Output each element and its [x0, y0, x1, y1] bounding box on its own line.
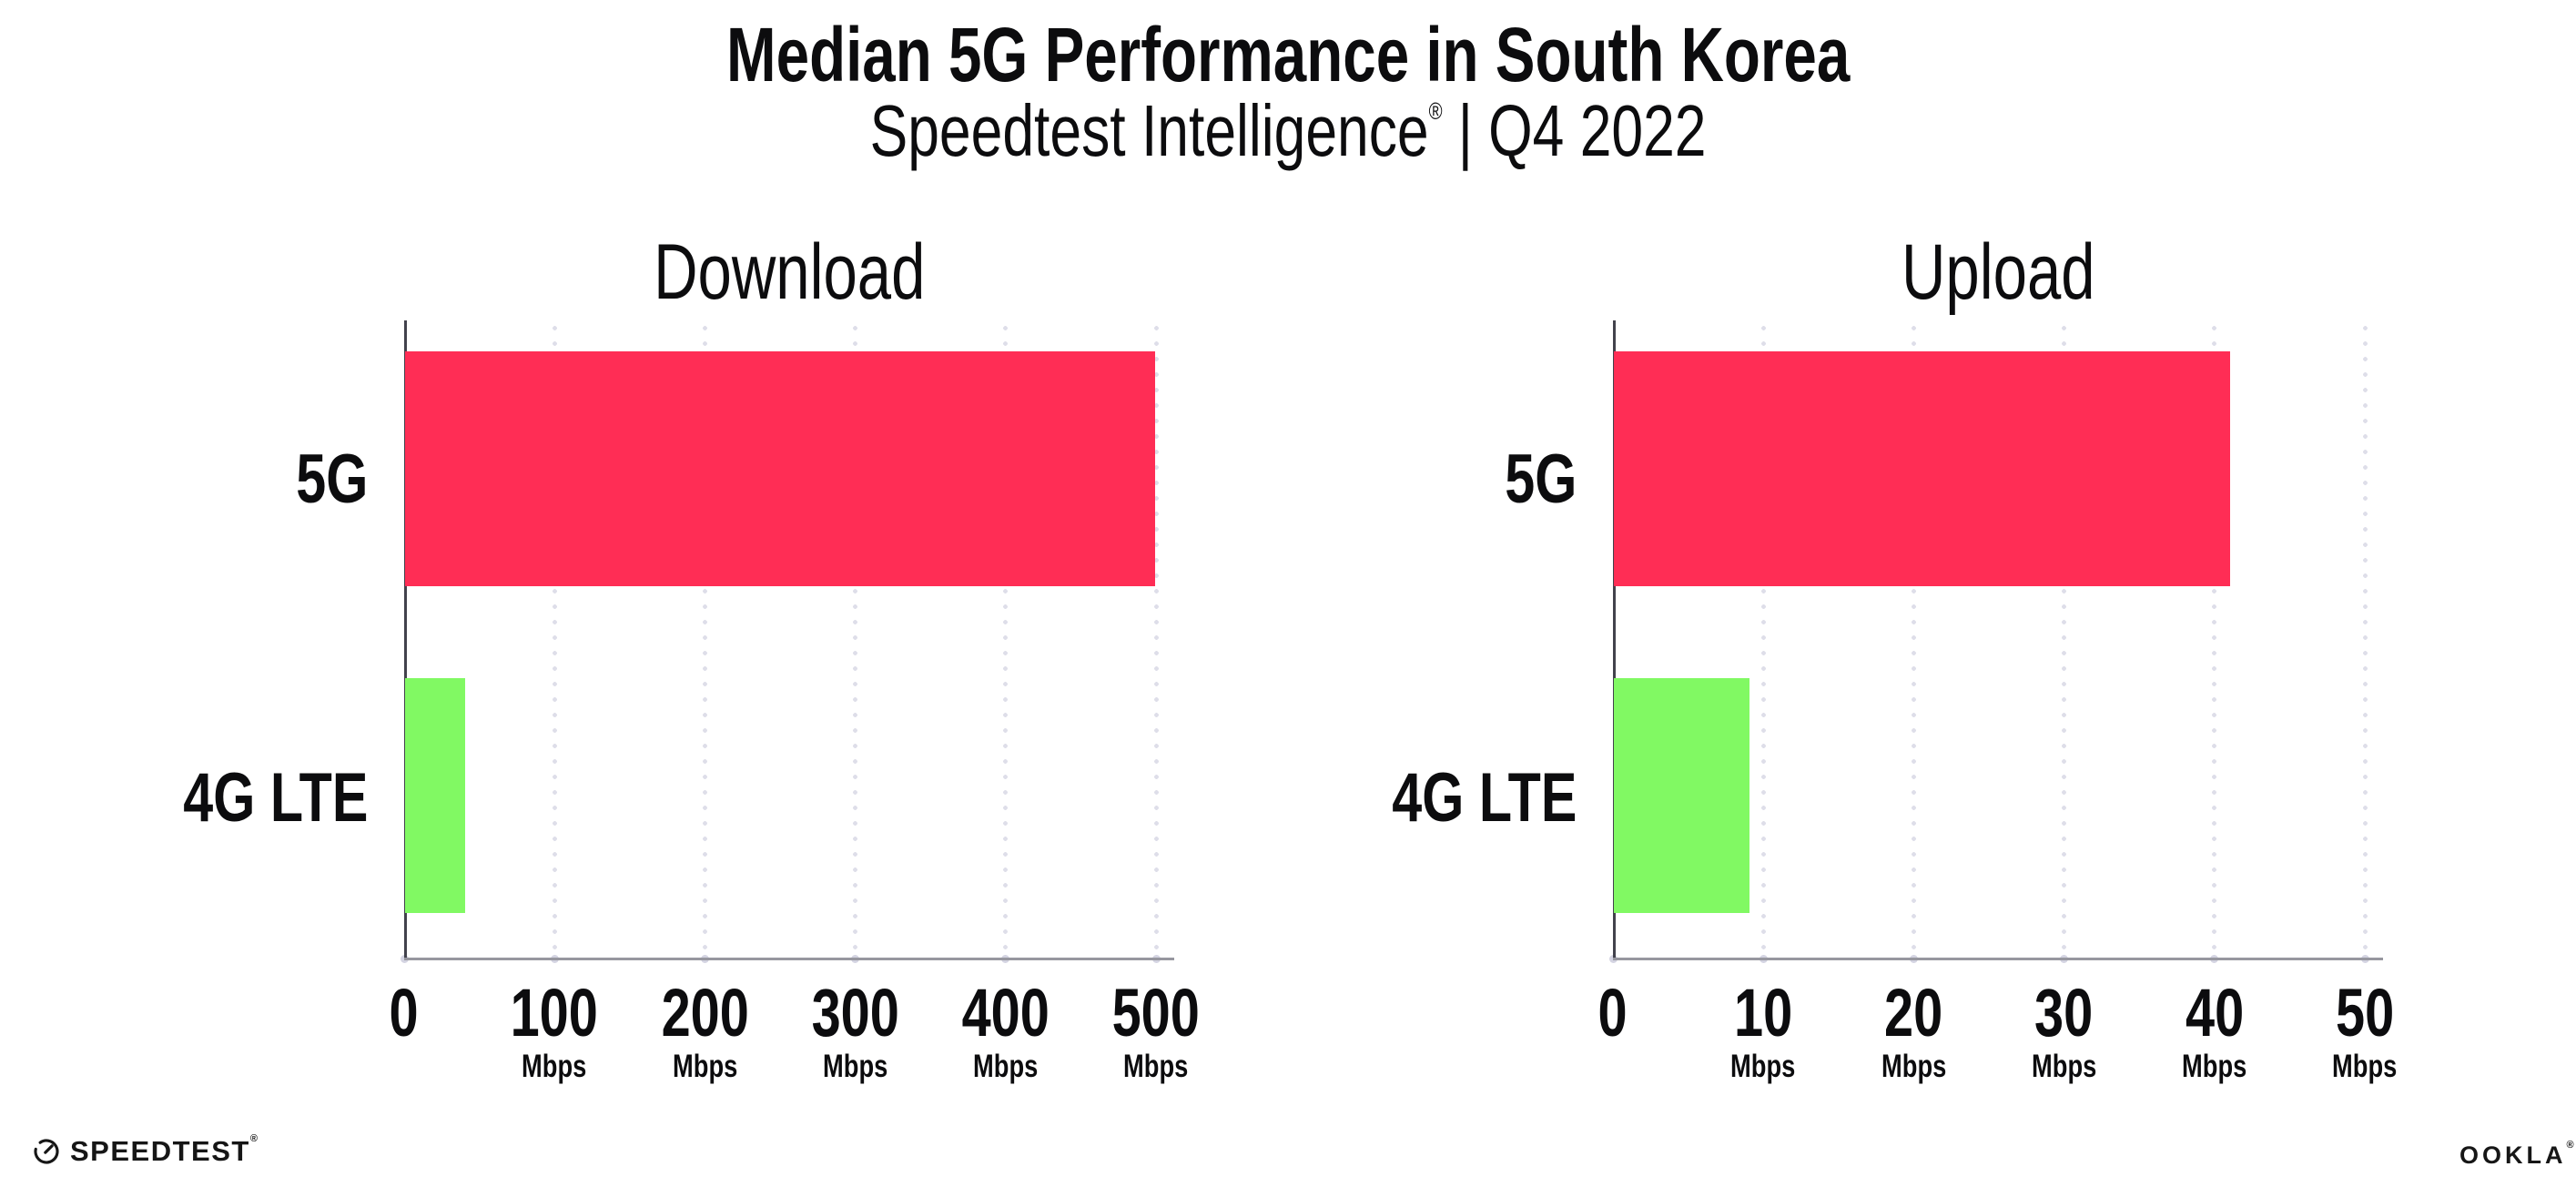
x-tick-unit-upload-30: Mbps	[1937, 1050, 2192, 1082]
x-tick-value: 100	[511, 975, 599, 1050]
x-tick-upload-0: 0	[1486, 979, 1740, 1047]
x-tick-download-500: 500	[1029, 979, 1283, 1047]
category-label-text: 5G	[295, 441, 368, 518]
gridline-download-400	[1003, 320, 1009, 958]
speedtest-logo: SPEEDTEST®	[33, 1133, 259, 1168]
category-label-upload-4g-lte: 4G LTE	[1194, 764, 1577, 833]
page-subtitle: Speedtest Intelligence® | Q4 2022	[870, 91, 1707, 171]
x-tick-value: 40	[2185, 975, 2244, 1050]
ookla-logo-text: OOKLA	[2459, 1141, 2567, 1169]
x-tick-download-200: 200	[577, 979, 832, 1047]
gridline-upload-20	[1911, 320, 1916, 958]
upload-chart-title-row: Upload	[1613, 228, 2383, 316]
x-tick-value: 0	[1597, 975, 1628, 1050]
x-tick-download-400: 400	[878, 979, 1133, 1047]
x-tick-unit-download-500: Mbps	[1029, 1050, 1283, 1082]
x-tick-download-300: 300	[728, 979, 983, 1047]
ookla-trademark: ®	[2566, 1140, 2576, 1151]
speedtest-gauge-icon	[33, 1138, 60, 1165]
subtitle-period: Q4 2022	[1488, 90, 1707, 171]
x-tick-value: 30	[2034, 975, 2094, 1050]
x-tick-value: 10	[1734, 975, 1793, 1050]
bar-upload-4g-lte	[1614, 678, 1749, 913]
x-tick-value: 50	[2335, 975, 2395, 1050]
x-tick-unit-text: Mbps	[1123, 1049, 1189, 1084]
x-tick-upload-20: 20	[1786, 979, 2041, 1047]
x-tick-upload-30: 30	[1937, 979, 2192, 1047]
x-tick-unit-upload-20: Mbps	[1786, 1050, 2041, 1082]
x-tick-unit-download-100: Mbps	[427, 1050, 682, 1082]
page-subtitle-row: Speedtest Intelligence® | Q4 2022	[0, 91, 2576, 171]
x-tick-download-0: 0	[277, 979, 532, 1047]
x-tick-value: 300	[811, 975, 899, 1050]
x-tick-upload-40: 40	[2087, 979, 2342, 1047]
x-tick-value: 400	[961, 975, 1050, 1050]
x-axis-upload	[1613, 958, 2383, 960]
speedtest-logo-text: SPEEDTEST®	[70, 1133, 259, 1167]
x-tick-unit-text: Mbps	[2182, 1049, 2247, 1084]
y-axis-download	[404, 320, 407, 958]
gridline-upload-30	[2062, 320, 2067, 958]
ookla-logo: OOKLA®	[2459, 1140, 2576, 1170]
bar-upload-5g	[1614, 351, 2231, 586]
speedtest-trademark: ®	[249, 1133, 259, 1144]
x-tick-unit-download-200: Mbps	[577, 1050, 832, 1082]
page-title: Median 5G Performance in South Korea	[725, 12, 1851, 97]
x-tick-unit-text: Mbps	[973, 1049, 1039, 1084]
x-tick-unit-text: Mbps	[2332, 1049, 2398, 1084]
x-tick-value: 500	[1111, 975, 1201, 1050]
registered-mark: ®	[1428, 97, 1443, 125]
x-tick-value: 0	[389, 975, 420, 1050]
gridline-download-300	[853, 320, 858, 958]
x-tick-unit-text: Mbps	[822, 1049, 888, 1084]
category-label-download-4g-lte: 4G LTE	[0, 764, 368, 833]
bar-download-5g	[405, 351, 1156, 586]
category-label-upload-5g: 5G	[1194, 445, 1577, 514]
subtitle-separator: |	[1457, 90, 1473, 171]
gridline-upload-50	[2362, 320, 2368, 958]
chart-title-download: Download	[653, 228, 926, 316]
x-tick-value: 200	[661, 975, 749, 1050]
page-title-row: Median 5G Performance in South Korea	[0, 15, 2576, 95]
gridline-download-100	[552, 320, 557, 958]
category-label-text: 4G LTE	[1391, 759, 1577, 837]
x-tick-unit-upload-10: Mbps	[1636, 1050, 1891, 1082]
x-tick-upload-50: 50	[2237, 979, 2492, 1047]
x-tick-upload-10: 10	[1636, 979, 1891, 1047]
x-tick-unit-upload-40: Mbps	[2087, 1050, 2342, 1082]
x-tick-unit-text: Mbps	[2031, 1049, 2097, 1084]
x-tick-unit-text: Mbps	[1730, 1049, 1796, 1084]
bar-download-4g-lte	[405, 678, 466, 913]
category-label-text: 4G LTE	[182, 759, 368, 837]
x-tick-unit-text: Mbps	[672, 1049, 738, 1084]
x-tick-unit-download-300: Mbps	[728, 1050, 983, 1082]
x-tick-download-100: 100	[427, 979, 682, 1047]
x-tick-unit-download-400: Mbps	[878, 1050, 1133, 1082]
x-tick-unit-text: Mbps	[1881, 1049, 1947, 1084]
x-tick-value: 20	[1884, 975, 1943, 1050]
x-tick-unit-text: Mbps	[522, 1049, 587, 1084]
category-label-text: 5G	[1504, 441, 1577, 518]
y-axis-upload	[1613, 320, 1616, 958]
gridline-download-200	[702, 320, 707, 958]
chart-title-upload: Upload	[1901, 228, 2095, 316]
category-label-download-5g: 5G	[0, 445, 368, 514]
x-tick-unit-upload-50: Mbps	[2237, 1050, 2492, 1082]
gridline-upload-40	[2212, 320, 2217, 958]
gridline-upload-10	[1760, 320, 1766, 958]
gridline-download-500	[1153, 320, 1159, 958]
subtitle-product: Speedtest Intelligence	[869, 90, 1429, 171]
x-axis-download	[404, 958, 1174, 960]
download-chart-title-row: Download	[404, 228, 1174, 316]
